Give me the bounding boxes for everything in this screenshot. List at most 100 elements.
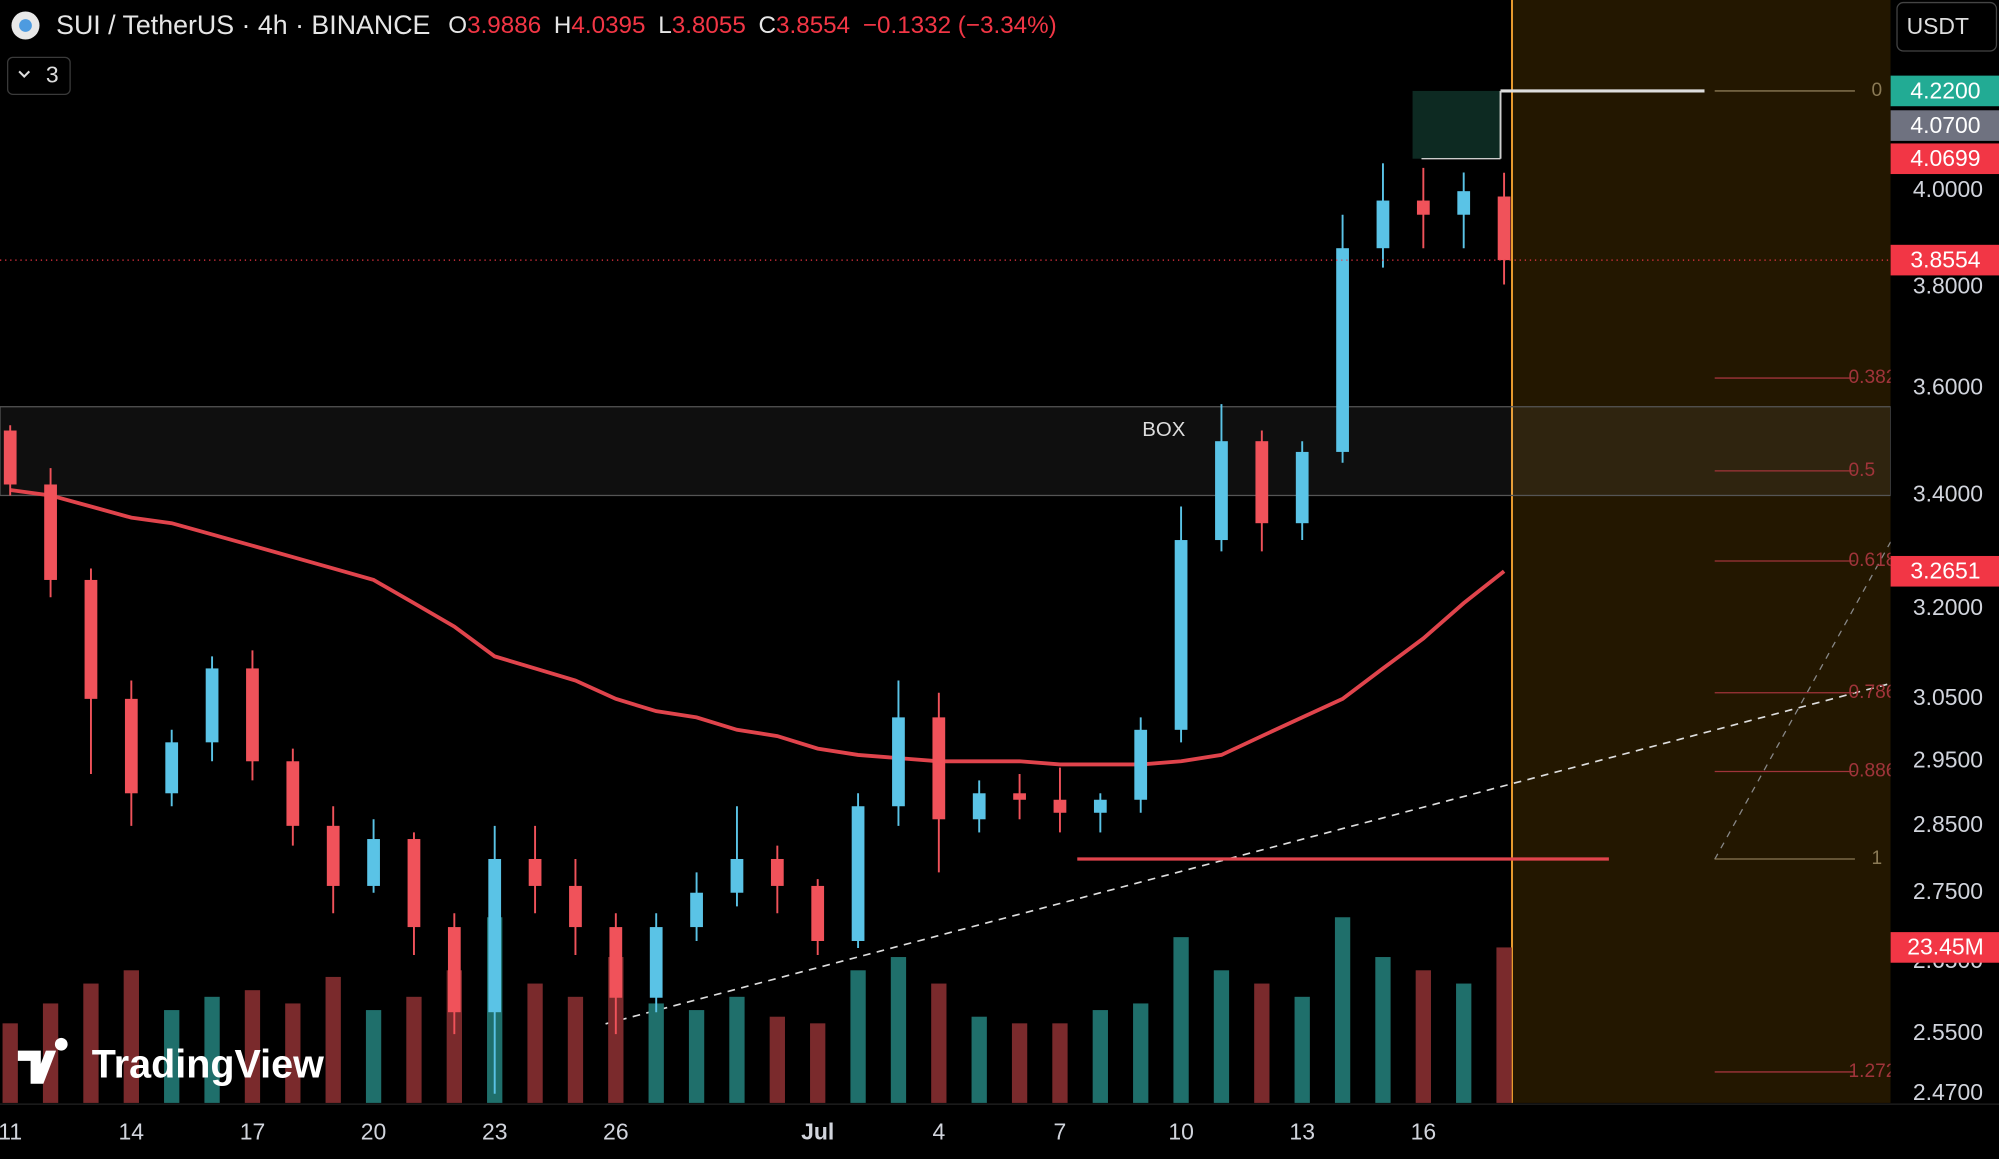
volume-bar (527, 983, 543, 1103)
volume-bar (1173, 937, 1189, 1103)
chevron (18, 70, 31, 78)
y-tick-label: 3.8000 (1913, 272, 1983, 298)
volume-bar (285, 1003, 301, 1103)
price-badge (1890, 143, 1999, 175)
volume-bar (1011, 1023, 1028, 1103)
volume-bar (648, 1003, 664, 1103)
x-tick-label: Jul (801, 1119, 834, 1145)
volume-bar (769, 1016, 785, 1103)
fib-label: 0.886 (1849, 761, 1897, 782)
y-tick-label: 3.2000 (1913, 594, 1983, 620)
x-tick-label: 10 (1168, 1119, 1194, 1145)
header: SUI / TetherUS · 4h · BINANCE O3.9886 H4.0… (7, 1, 1998, 95)
ohlc-key: H (554, 12, 571, 39)
candle-body (1174, 540, 1188, 730)
volume-bar (931, 983, 947, 1103)
volume-bar (204, 996, 220, 1103)
candle-body (326, 825, 340, 886)
watermark-logo (17, 1037, 68, 1084)
candle-body (932, 717, 946, 820)
symbol-title: SUI / TetherUS · 4h · BINANCE (56, 10, 430, 40)
fib-label: 1.272 (1849, 1061, 1897, 1082)
x-tick-label: 13 (1289, 1119, 1315, 1145)
volume-bar (971, 1016, 987, 1103)
candle-body (84, 579, 98, 699)
price-badge-label: 4.0700 (1910, 112, 1980, 138)
price-badge (1890, 75, 1999, 107)
volume-bar (123, 970, 139, 1103)
candle-body (367, 839, 380, 886)
candle-body (811, 885, 825, 942)
price-badge (1890, 110, 1999, 141)
candle-body (407, 839, 421, 928)
candle-body (690, 892, 703, 928)
axis-layer: 4.0000 3.8000 3.6000 3.4000 3.2000 3.0500 2.95… (0, 75, 1999, 1145)
volume-bar (1092, 1010, 1108, 1103)
fib-label: 0.618 (1849, 550, 1897, 571)
box-label: BOX (1142, 419, 1185, 441)
volume-bar (567, 996, 584, 1103)
trend-line (605, 682, 1891, 1025)
price-badge-label: 3.2651 (1910, 558, 1980, 584)
candle-body (1215, 441, 1228, 541)
volume-bar (1456, 983, 1472, 1103)
candle-body (3, 430, 17, 485)
future-zone (1511, 0, 1891, 1103)
candle-body (892, 717, 905, 807)
currency-button[interactable] (1896, 1, 1998, 52)
volume-bar (2, 1023, 18, 1103)
ohlc-value: 3.9886 (467, 12, 541, 39)
fib-diagonal (1714, 541, 1892, 860)
candle-body (730, 858, 744, 893)
candle-body (1013, 793, 1026, 800)
indicator-toggle[interactable] (7, 56, 71, 95)
candle-body (1093, 799, 1107, 813)
y-tick-label: 2.7500 (1913, 878, 1983, 904)
ohlc-key: L (658, 12, 671, 39)
volume-bar (850, 970, 866, 1103)
x-tick-label: 4 (932, 1119, 945, 1145)
volume-bar (1213, 970, 1230, 1103)
price-badge-label: 3.8554 (1910, 246, 1980, 272)
volume-bar (365, 1010, 382, 1103)
candle-body (165, 742, 179, 794)
volume-bar (1133, 1003, 1149, 1103)
candle-body (205, 668, 219, 743)
y-tick-label: 2.8500 (1913, 811, 1983, 837)
candle-body (1053, 799, 1067, 813)
x-tick-label: 11 (0, 1119, 22, 1145)
ohlc-value: 3.8055 (672, 12, 746, 39)
candle-body (649, 927, 663, 998)
volume-bar (164, 1010, 180, 1103)
candle-body (1134, 729, 1148, 800)
change: −0.1332 (−3.34%) (863, 12, 1057, 39)
price-badge (1890, 244, 1999, 276)
x-tick-label: 23 (482, 1119, 508, 1145)
fib-label: 0 (1872, 80, 1883, 101)
volume-bar (729, 996, 745, 1103)
candle-body (1376, 200, 1390, 249)
volume-bar (1052, 1023, 1068, 1103)
candle-body (488, 858, 502, 1013)
x-tick-label: 14 (119, 1119, 145, 1145)
volume-bar (688, 1010, 705, 1103)
volume-bar (325, 976, 341, 1103)
box-zone (0, 406, 1892, 497)
y-tick-label: 4.0000 (1913, 176, 1983, 202)
candle-body (609, 927, 623, 998)
candle-body (1416, 200, 1430, 215)
volume-bar (1254, 983, 1270, 1103)
volume-bar (810, 1023, 826, 1103)
volume-bar (890, 957, 907, 1103)
ohlc-value: 4.0395 (571, 12, 645, 39)
price-badge (1890, 555, 1999, 587)
x-tick-label: 16 (1411, 1119, 1437, 1145)
y-tick-label: 3.6000 (1913, 374, 1983, 400)
candle-body (528, 858, 542, 886)
candle-body (246, 668, 259, 762)
candle-body (972, 793, 986, 820)
watermark-text: TradingView (92, 1043, 324, 1087)
x-tick-label: 26 (603, 1119, 629, 1145)
fib-label: 0.5 (1849, 460, 1876, 481)
